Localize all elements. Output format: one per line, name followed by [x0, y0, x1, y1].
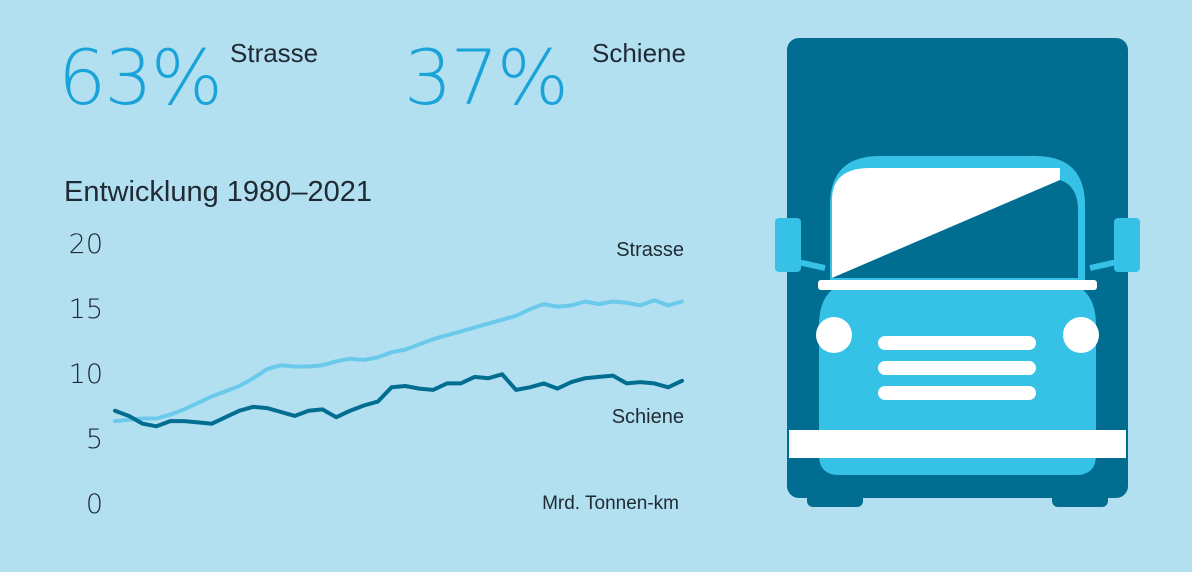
truck-headlight-left [816, 317, 852, 353]
chart-lines [113, 298, 684, 429]
series-line-schiene [113, 372, 684, 429]
series-label-schiene: Schiene [612, 406, 684, 428]
line-chart: 0 5 10 15 20 Strasse Schiene Mrd. Tonnen-km [69, 229, 684, 520]
y-axis-ticks: 0 5 10 15 20 [69, 229, 103, 520]
truck-bumper [789, 430, 1126, 458]
series-label-strasse: Strasse [616, 239, 684, 261]
series-line-strasse [113, 298, 684, 424]
truck-wheel-left [807, 465, 863, 507]
truck-grille-bar [878, 336, 1036, 350]
y-tick-label: 10 [69, 359, 103, 390]
rail-share-label: Schiene [592, 38, 686, 68]
truck-windshield [832, 168, 1060, 278]
truck-mirror-right [1114, 218, 1140, 272]
series-labels: Strasse Schiene [612, 239, 684, 428]
truck-grille-bar [878, 361, 1036, 375]
y-tick-label: 15 [69, 294, 103, 325]
road-share-percent: 63% [58, 33, 223, 122]
truck-wheel-right [1052, 465, 1108, 507]
y-tick-label: 5 [86, 424, 103, 455]
truck-headlight-right [1063, 317, 1099, 353]
y-tick-label: 0 [86, 489, 103, 520]
truck-illustration [775, 38, 1140, 507]
rail-share-percent: 37% [404, 33, 569, 122]
road-share-label: Strasse [230, 38, 319, 68]
unit-label: Mrd. Tonnen-km [542, 493, 679, 514]
y-tick-label: 20 [69, 229, 103, 260]
chart-title: Entwicklung 1980–2021 [64, 176, 372, 208]
truck-grille-bar [878, 386, 1036, 400]
truck-mirror-left [775, 218, 801, 272]
